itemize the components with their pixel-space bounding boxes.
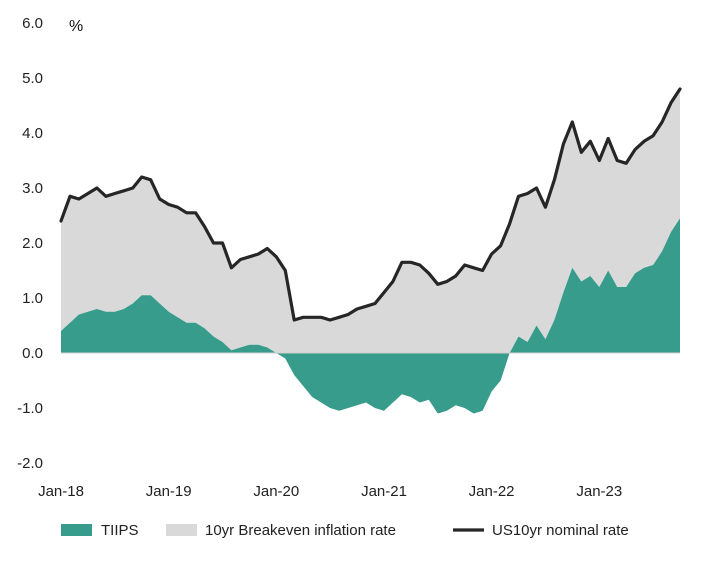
legend-label-tiips: TIIPS	[101, 522, 139, 539]
y-tick-label: 5.0	[22, 70, 43, 87]
tiips-area-layer	[61, 218, 680, 414]
legend-swatch-breakeven	[166, 524, 197, 536]
nominal-line-layer	[59, 87, 682, 322]
breakeven-area	[61, 89, 680, 414]
y-tick-label: -1.0	[17, 400, 43, 417]
legend-label-breakeven: 10yr Breakeven inflation rate	[205, 522, 396, 539]
y-tick-label: 6.0	[22, 15, 43, 32]
y-axis-ticks: 6.0 5.0 4.0 3.0 2.0 1.0 0.0 -1.0 -2.0	[17, 15, 43, 472]
y-tick-label: 4.0	[22, 125, 43, 142]
x-tick-label: Jan-21	[361, 483, 407, 500]
legend-label-nominal: US10yr nominal rate	[492, 522, 629, 539]
y-tick-label: 1.0	[22, 290, 43, 307]
breakeven-area-layer	[61, 89, 680, 414]
x-tick-label: Jan-23	[576, 483, 622, 500]
tiips-area	[61, 218, 680, 414]
y-tick-label: 3.0	[22, 180, 43, 197]
plot-area	[59, 87, 682, 414]
x-tick-label: Jan-22	[469, 483, 515, 500]
legend-swatch-tiips	[61, 524, 92, 536]
nominal-rate-line	[59, 87, 682, 322]
x-tick-label: Jan-18	[38, 483, 84, 500]
legend: TIIPS 10yr Breakeven inflation rate US10yr…	[61, 522, 629, 539]
x-tick-label: Jan-19	[146, 483, 192, 500]
x-tick-label: Jan-20	[253, 483, 299, 500]
y-unit-label: %	[69, 18, 83, 35]
y-tick-label: -2.0	[17, 455, 43, 472]
x-axis-ticks: Jan-18 Jan-19 Jan-20 Jan-21 Jan-22 Jan-23	[38, 483, 622, 500]
y-tick-label: 0.0	[22, 345, 43, 362]
y-tick-label: 2.0	[22, 235, 43, 252]
